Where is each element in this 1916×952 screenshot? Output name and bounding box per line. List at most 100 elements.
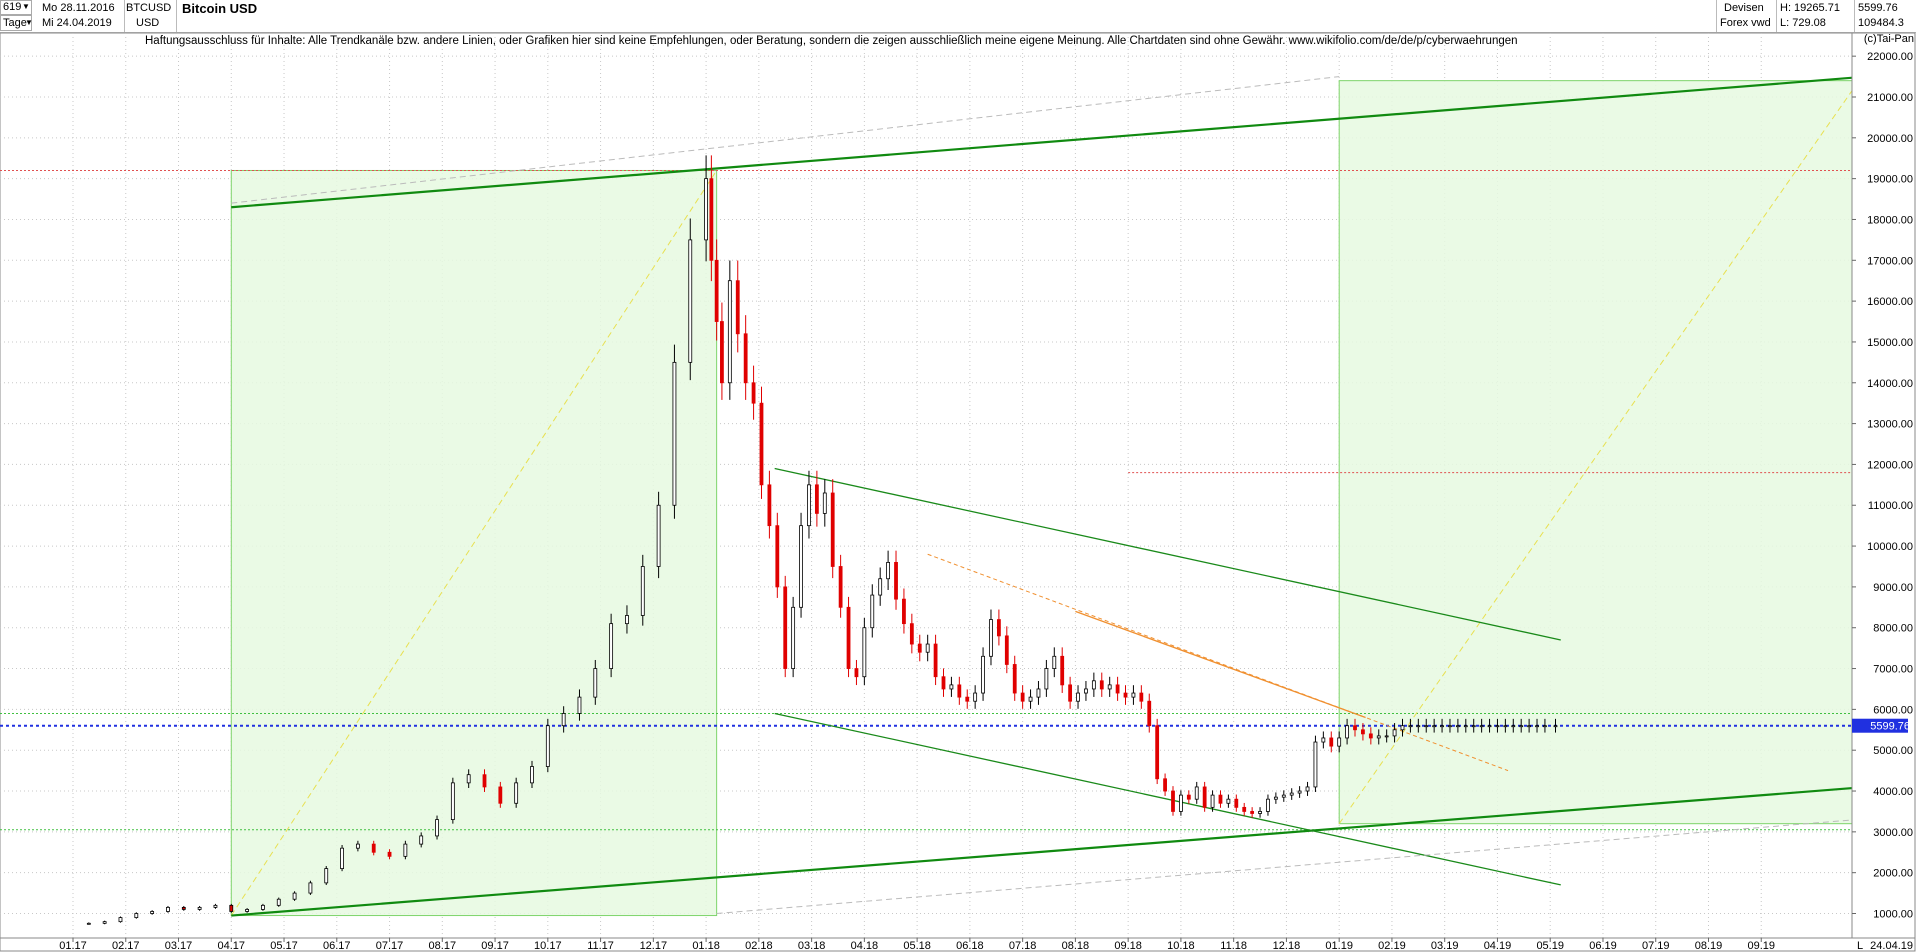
copyright-label: (c)Tai-Pan: [1863, 33, 1914, 45]
candle-body: [1052, 655, 1057, 669]
y-tick-label: 16000.00: [1867, 296, 1913, 308]
x-tick-label: 01.17: [59, 940, 87, 952]
candle-body: [530, 766, 534, 784]
candle-body: [1044, 668, 1049, 690]
candle-body: [656, 504, 661, 567]
candle-body: [1392, 729, 1397, 737]
y-tick-label: 12000.00: [1867, 459, 1913, 471]
category: Devisen: [1724, 2, 1764, 14]
candle-body: [118, 917, 123, 923]
candlestick-series: [86, 155, 1558, 925]
candle-body: [1495, 725, 1500, 728]
candle-body: [949, 684, 954, 690]
counter-dropdown[interactable]: 619 ▼: [0, 0, 32, 15]
candle-body: [846, 606, 851, 669]
candle-body: [1527, 725, 1532, 728]
candle-body: [403, 843, 408, 857]
candle-body: [181, 906, 186, 910]
candle-body: [870, 594, 875, 629]
candle-body: [1163, 778, 1167, 792]
candle-body: [1171, 790, 1175, 812]
yellow-dashed-line-1: [230, 170, 718, 916]
candle-body: [799, 525, 803, 608]
down-channel-bottom: [774, 712, 1561, 886]
x-tick-label: 02.17: [112, 940, 140, 952]
candle-body: [720, 321, 724, 384]
candle-body: [1218, 794, 1223, 804]
y-tick-label: 17000.00: [1867, 255, 1913, 267]
candle-body: [941, 676, 946, 690]
x-tick-label: 10.18: [1167, 940, 1195, 952]
candle-body: [498, 786, 503, 804]
y-tick-label: 18000.00: [1867, 214, 1913, 226]
candle-body: [1440, 725, 1444, 728]
candle-body: [1107, 684, 1112, 690]
x-tick-label: 12.18: [1273, 940, 1301, 952]
candle-body: [767, 484, 772, 527]
candle-body: [1091, 680, 1096, 690]
candle-body: [1076, 692, 1080, 702]
y-tick-label: 11000.00: [1868, 500, 1913, 512]
candle-body: [854, 668, 859, 678]
candle-body: [1543, 725, 1547, 728]
x-tick-label: 05.18: [903, 940, 931, 952]
candle-body: [735, 280, 740, 335]
candle-body: [1424, 725, 1429, 728]
x-tick-label: 07.19: [1642, 940, 1670, 952]
candle-body: [838, 566, 843, 608]
x-tick-label: 11.18: [1220, 940, 1247, 952]
candle-body: [213, 904, 218, 908]
candle-body: [1432, 725, 1437, 728]
candle-body: [1012, 664, 1017, 694]
y-tick-label: 6000.00: [1873, 704, 1913, 716]
candle-body: [593, 668, 598, 698]
candle-body: [1289, 792, 1294, 796]
candle-body: [894, 562, 898, 600]
x-tick-label: 11.17: [587, 940, 614, 952]
chevron-down-icon: ▼: [25, 18, 33, 27]
candle-body: [862, 627, 867, 678]
candle-body: [387, 851, 392, 857]
candle-body: [909, 623, 914, 645]
chevron-down-icon: ▼: [22, 2, 30, 11]
y-axis-panel: [1851, 32, 1916, 939]
candle-body: [1004, 635, 1009, 665]
candle-body: [1408, 725, 1413, 728]
candle-body: [1361, 729, 1365, 735]
high-label: H: 19265.71: [1780, 2, 1840, 14]
last-price-badge: [1852, 718, 1908, 733]
candle-body: [1400, 725, 1405, 731]
candle-body: [957, 684, 962, 698]
candle-body: [1353, 725, 1357, 731]
grey-guide-line-1: [231, 76, 1340, 204]
candle-body: [1099, 680, 1104, 690]
x-tick-label: 06.19: [1589, 940, 1617, 952]
candle-body: [86, 922, 91, 925]
candle-body: [609, 623, 614, 669]
candle-body: [545, 725, 550, 767]
grey-guide-line-2: [716, 819, 1857, 915]
candle-body: [1266, 798, 1270, 812]
candle-body: [743, 333, 748, 384]
chart-title: Bitcoin USD: [182, 1, 258, 16]
candle-body: [1455, 725, 1460, 728]
x-axis: 01.17 02.17 03.17 04.17 05.17 06.17 07.17 08.17…: [0, 937, 1916, 952]
candle-body: [1503, 725, 1508, 728]
y-tick-label: 8000.00: [1873, 623, 1913, 635]
volume-value: 109484.3: [1858, 17, 1904, 29]
x-tick-label: 02.18: [745, 940, 773, 952]
candle-body: [1535, 725, 1539, 728]
y-tick-label: 2000.00: [1873, 868, 1913, 880]
orange-trendline: [1075, 610, 1366, 719]
orange-dashed-line: [927, 553, 1509, 772]
y-tick-label: 10000.00: [1867, 541, 1913, 553]
candle-body: [1471, 725, 1476, 728]
candle-body: [229, 904, 234, 912]
candle-body: [751, 382, 756, 404]
x-tick-label: 04.17: [218, 940, 246, 952]
candle-body: [1273, 796, 1278, 800]
candle-body: [1060, 655, 1065, 686]
candle-body: [245, 909, 250, 912]
y-axis: 1000.00 2000.00 3000.00 4000.00 5000.00 6000.…: [1851, 32, 1916, 939]
period-dropdown[interactable]: Tage ▼: [0, 15, 33, 31]
